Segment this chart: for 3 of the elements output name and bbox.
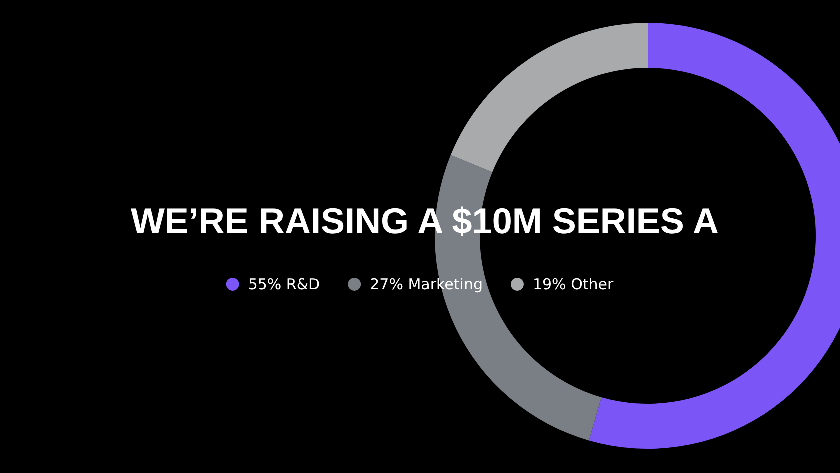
- legend-label: 55% R&D: [248, 276, 320, 294]
- text: WE’RE RAISING A $10M SERIES A: [130, 200, 720, 242]
- legend-label: 19% Other: [532, 276, 615, 294]
